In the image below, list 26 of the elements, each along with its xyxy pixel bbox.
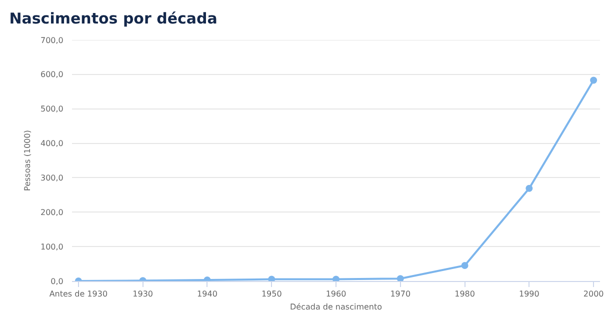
point: [396, 275, 404, 281]
y-tick-label: 300,0: [40, 174, 64, 183]
y-tick-label: 500,0: [40, 104, 64, 114]
x-tick-label: 1940: [197, 290, 218, 299]
chart-title: Nascimentos por década: [9, 9, 218, 28]
x-tick-label: 1950: [261, 290, 282, 299]
y-tick-label: 400,0: [40, 139, 64, 148]
y-tick-label: 100,0: [40, 242, 64, 252]
point: [461, 262, 468, 270]
x-tick-label: 2000: [583, 290, 604, 299]
point: [590, 76, 598, 84]
x-tick-label: 1960: [326, 290, 346, 299]
y-tick-label: 700,0: [40, 36, 64, 45]
y-tick-label: 200,0: [40, 208, 64, 217]
x-tick-label: 1930: [132, 290, 154, 299]
point: [268, 276, 276, 281]
x-tick-label: 1970: [390, 290, 411, 299]
x-axis-title: Década de nascimento: [290, 302, 382, 312]
x-tick-label: Antes de 1930: [49, 290, 108, 299]
x-tick-label: 1990: [518, 290, 540, 299]
y-axis-title: Pessoas (1000): [23, 130, 32, 191]
y-tick-label: 600,0: [40, 70, 64, 80]
point: [332, 276, 340, 281]
point: [526, 184, 533, 192]
x-tick-label: 1980: [454, 290, 475, 299]
y-tick-label: 0,0: [50, 276, 64, 286]
